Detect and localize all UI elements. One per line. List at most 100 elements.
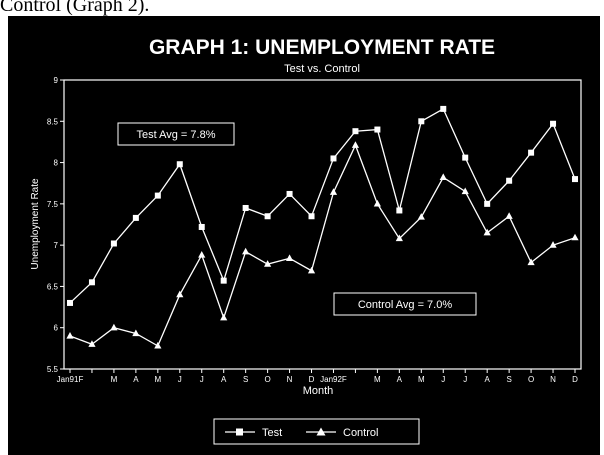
control-point	[307, 266, 316, 274]
x-axis: Jan91F M A M J J A S O N D Jan92F M A M J J A S O N D	[57, 369, 578, 384]
x-axis-label: Month	[303, 385, 334, 397]
y-tick-label: 6.5	[47, 282, 59, 291]
y-tick-label: 8	[54, 159, 59, 168]
x-tick-label: S	[243, 375, 248, 384]
chart-subtitle: Test vs. Control	[284, 63, 360, 75]
square-marker-icon	[236, 428, 243, 436]
y-tick-label: 7	[54, 241, 59, 250]
x-tick-label: N	[550, 375, 556, 384]
x-tick-label: M	[374, 375, 381, 384]
x-tick-label: A	[485, 375, 491, 384]
control-point	[132, 329, 140, 337]
control-point	[395, 234, 403, 242]
test-point	[528, 149, 535, 156]
control-point	[154, 341, 162, 349]
series-control	[66, 141, 579, 349]
y-tick-label: 6	[54, 324, 59, 333]
x-tick-label: A	[221, 375, 227, 384]
test-point	[67, 299, 73, 306]
control-point	[198, 251, 206, 258]
legend: Test Control	[213, 418, 420, 445]
test-point	[176, 161, 183, 168]
test-line	[69, 107, 576, 304]
control-avg-annotation: Control Avg = 7.0%	[333, 292, 477, 316]
control-point	[329, 188, 338, 195]
legend-item-test: Test	[225, 427, 282, 439]
control-point	[549, 241, 557, 248]
test-point	[264, 213, 271, 220]
control-point	[66, 331, 74, 339]
test-point	[308, 213, 315, 220]
x-tick-label: M	[418, 375, 425, 384]
test-avg-annotation: Test Avg = 7.8%	[117, 122, 235, 146]
x-tick-label: N	[287, 375, 293, 384]
control-point	[351, 141, 360, 148]
y-tick-label: 7.5	[47, 200, 59, 209]
test-point	[88, 279, 95, 286]
test-point	[132, 214, 139, 221]
control-point	[439, 173, 447, 181]
x-tick-label: J	[178, 375, 182, 384]
x-tick-label: M	[111, 375, 118, 384]
test-avg-label: Test Avg = 7.8%	[137, 129, 216, 141]
x-tick-label: Jan92F	[320, 375, 347, 384]
test-point	[484, 200, 491, 207]
control-point	[264, 260, 272, 267]
x-tick-label: M	[154, 375, 161, 384]
control-point	[242, 247, 250, 255]
control-point	[373, 199, 381, 207]
control-line	[69, 143, 576, 347]
control-point	[417, 213, 425, 220]
control-point	[527, 258, 535, 266]
x-tick-label: D	[309, 375, 315, 384]
test-point	[418, 118, 425, 125]
x-tick-label: J	[200, 375, 204, 384]
x-tick-label: J	[463, 375, 467, 384]
test-point	[440, 105, 447, 112]
x-tick-label: S	[506, 375, 511, 384]
line-chart: GRAPH 1: UNEMPLOYMENT RATE Test vs. Cont…	[30, 36, 582, 445]
control-avg-label: Control Avg = 7.0%	[358, 299, 452, 311]
y-axis: 9 8.5 8 7.5 7 6.5 6 5.5	[47, 76, 64, 374]
chart-panel: GRAPH 1: UNEMPLOYMENT RATE Test vs. Cont…	[8, 16, 600, 455]
chart-title: GRAPH 1: UNEMPLOYMENT RATE	[149, 36, 495, 59]
legend-label-test: Test	[262, 427, 282, 439]
control-point	[88, 340, 96, 347]
x-tick-label: A	[397, 375, 403, 384]
x-tick-label: A	[133, 375, 139, 384]
y-tick-label: 8.5	[47, 117, 59, 126]
control-point	[461, 187, 469, 195]
x-tick-label: O	[264, 375, 270, 384]
control-point	[285, 254, 294, 261]
x-tick-label: Jan91F	[57, 375, 84, 384]
triangle-marker-icon	[316, 427, 326, 436]
test-point	[110, 240, 117, 247]
legend-label-control: Control	[343, 427, 378, 439]
x-tick-label: O	[528, 375, 534, 384]
test-point	[462, 154, 469, 161]
test-point	[374, 126, 381, 133]
test-point	[220, 277, 227, 284]
y-axis-label: Unemployment Rate	[30, 178, 41, 270]
y-tick-label: 5.5	[47, 365, 59, 374]
control-point	[220, 313, 228, 321]
legend-item-control: Control	[306, 427, 378, 439]
series-test	[67, 105, 578, 306]
y-tick-label: 9	[54, 76, 59, 85]
control-point	[571, 233, 579, 241]
test-point	[198, 223, 205, 230]
test-point	[396, 207, 403, 214]
test-point	[330, 155, 337, 162]
test-point	[242, 204, 249, 211]
control-point	[176, 290, 184, 298]
caption-fragment: Control (Graph 2).	[0, 0, 150, 16]
x-tick-label: D	[572, 375, 578, 384]
test-point	[286, 190, 293, 197]
control-point	[110, 323, 118, 331]
plot-frame	[63, 79, 582, 370]
test-point	[352, 128, 359, 135]
test-point	[154, 192, 161, 199]
test-point	[506, 177, 513, 184]
series-layer	[66, 105, 579, 349]
control-point	[483, 228, 491, 236]
